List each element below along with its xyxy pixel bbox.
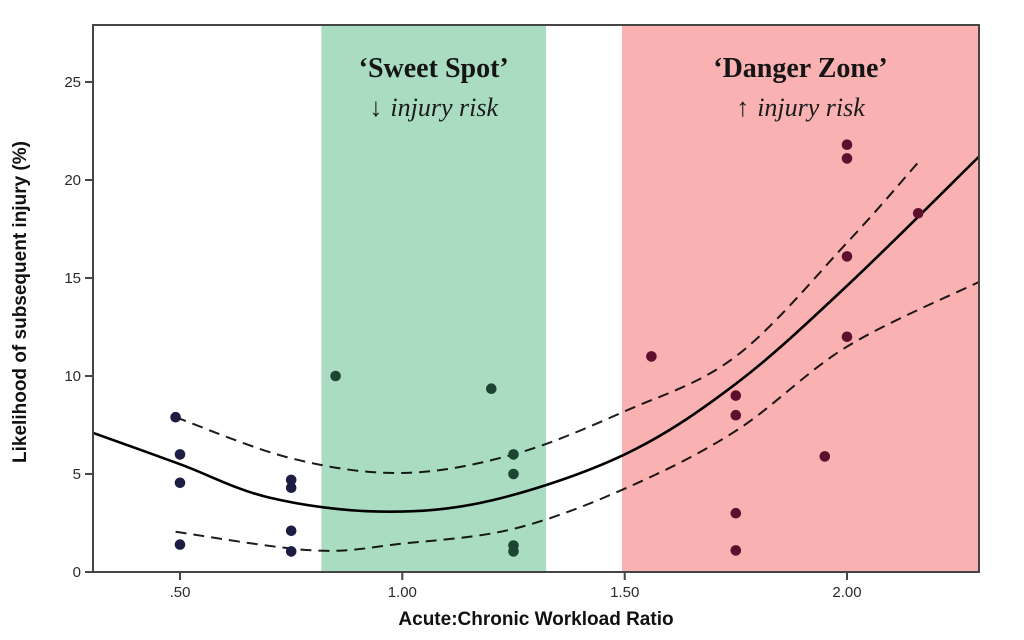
data-point	[174, 477, 186, 489]
danger-zone-subtitle-text: injury risk	[757, 93, 865, 122]
data-point	[285, 482, 297, 494]
plot-frame	[92, 24, 980, 573]
y-tick-label: 5	[73, 466, 81, 483]
sweet-spot-subtitle: ↓ injury risk	[369, 93, 498, 122]
danger-zone-title: ‘Danger Zone’	[713, 53, 887, 84]
data-point	[912, 208, 924, 219]
data-point	[730, 507, 742, 519]
sweet-spot-subtitle-text: injury risk	[390, 93, 498, 122]
data-point	[841, 251, 853, 262]
data-point	[486, 383, 497, 395]
zone-bands-group	[321, 26, 978, 571]
x-tick-label: 2.00	[832, 584, 861, 601]
scatter-points-group	[170, 139, 924, 557]
data-point	[285, 525, 297, 537]
sweet-spot-band	[321, 26, 546, 571]
data-point	[508, 449, 519, 460]
y-tick-label: 25	[64, 74, 81, 91]
x-axis-title: Acute:Chronic Workload Ratio	[398, 609, 673, 630]
data-point	[730, 545, 742, 556]
data-point	[285, 474, 297, 486]
data-point	[508, 546, 519, 557]
data-point	[730, 409, 742, 421]
data-point	[646, 351, 657, 362]
x-tick-label: 1.00	[388, 584, 417, 601]
zone-annotations-group: ‘Sweet Spot’ ↓ injury risk ‘Danger Zone’ ↑ in…	[359, 53, 888, 122]
sweet-spot-arrow-icon: ↓	[369, 93, 382, 122]
y-axis-title: Likelihood of subsequent injury (%)	[10, 141, 31, 463]
danger-zone-arrow-icon: ↑	[736, 93, 749, 122]
sweet-spot-title: ‘Sweet Spot’	[359, 53, 509, 84]
x-tick-label: .50	[170, 584, 191, 601]
data-point	[730, 390, 742, 401]
data-point	[174, 449, 186, 460]
axes-group: .50 1.00 1.50 2.00 0 5 10 15 20 25 Acute:Chronic W…	[10, 24, 980, 630]
y-tick-label: 10	[64, 368, 81, 385]
data-point	[508, 468, 519, 480]
y-tick-label: 15	[64, 270, 81, 287]
x-tick-label: 1.50	[610, 584, 639, 601]
data-point	[841, 331, 853, 343]
data-point	[174, 539, 186, 550]
data-point	[819, 451, 831, 462]
data-point	[841, 153, 853, 164]
data-point	[330, 370, 341, 382]
data-point	[841, 139, 853, 150]
danger-zone-band	[622, 26, 978, 571]
danger-zone-subtitle: ↑ injury risk	[736, 93, 865, 122]
y-tick-label: 0	[73, 564, 81, 581]
data-point	[170, 411, 181, 423]
y-tick-label: 20	[64, 172, 81, 189]
data-point	[285, 546, 297, 557]
